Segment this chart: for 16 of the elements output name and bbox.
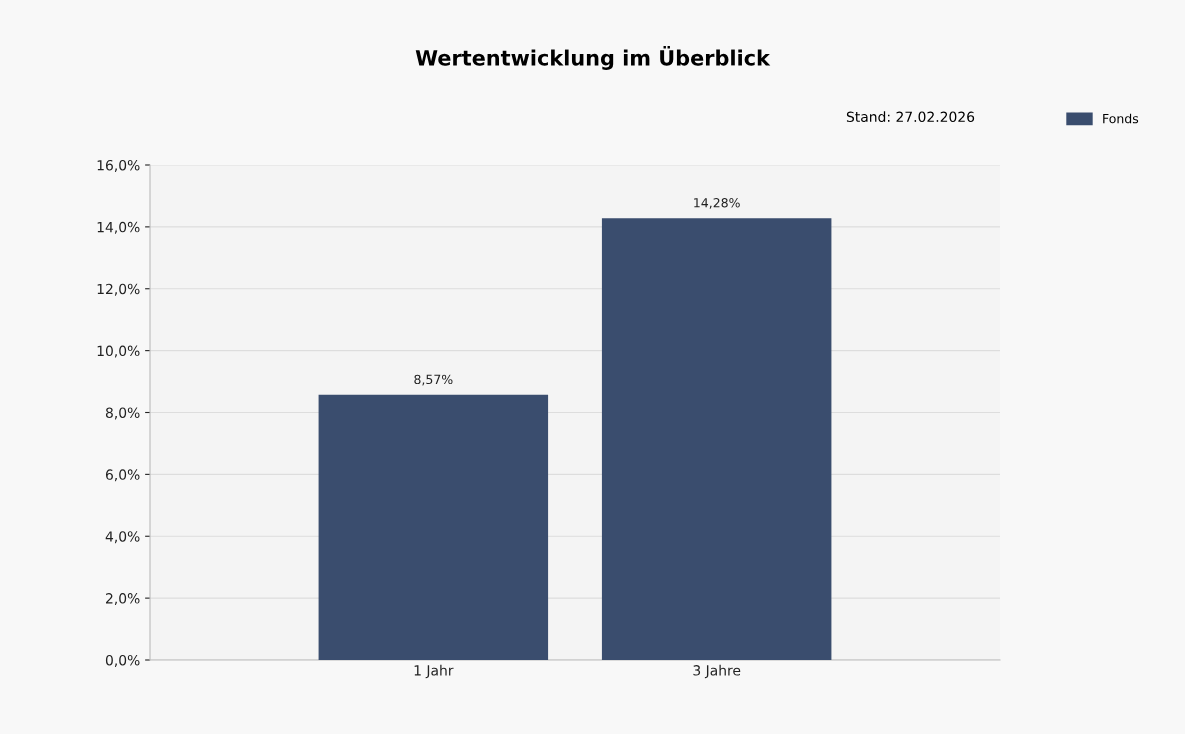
y-tick-label: 14,0% [97,221,140,234]
y-tick-label: 8,0% [105,407,140,420]
data-label: 14,28% [694,198,740,209]
text: Stand: 27.02.2026 [846,111,975,123]
chart-title: Wertentwicklung im Überblick [415,46,771,70]
data-label: 8,57% [414,374,453,386]
x-tick-label: 1 Jahr [414,664,454,679]
y-tick-label: 10,0% [97,345,140,358]
y-tick-label: 12,0% [97,283,140,296]
y-tick-label: 4,0% [105,531,140,544]
y-tick-label: 6,0% [105,469,140,482]
y-tick-label: 0,0% [105,654,140,667]
y-tick-label: 2,0% [106,593,140,606]
x-tick-label: 3 Jahre [693,664,741,679]
y-tick-label: 16,0% [97,159,140,172]
legend-label: Fonds [1103,113,1139,124]
